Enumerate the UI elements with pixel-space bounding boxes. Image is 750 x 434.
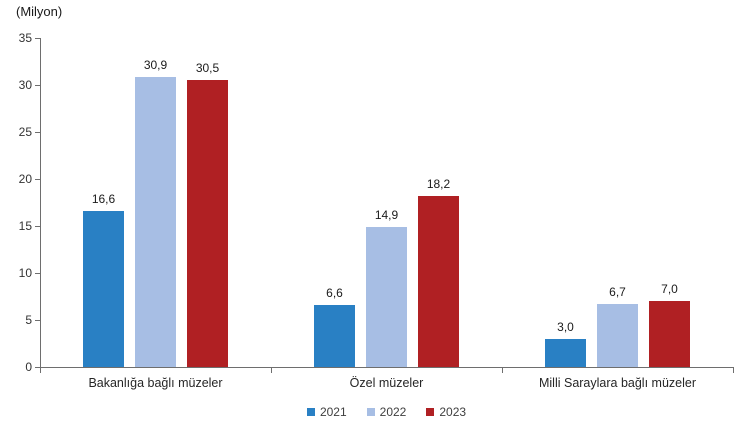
bar-2022-category-2 [366, 226, 407, 367]
bar-value-label: 14,9 [374, 207, 399, 222]
y-axis-tick-label: 10 [18, 266, 32, 280]
bar-2021-category-2 [314, 304, 355, 367]
y-axis-line [40, 38, 41, 368]
bar-value-label: 16,6 [91, 191, 116, 206]
category-label: Bakanlığa bağlı müzeler [88, 376, 223, 390]
bar-value-label: 30,9 [143, 57, 168, 72]
y-axis-tick-label: 25 [18, 125, 32, 139]
category-label: Özel müzeler [349, 376, 424, 390]
y-axis-tick-label: 5 [25, 313, 32, 327]
legend-item-2022: 2022 [366, 405, 407, 419]
y-axis-tick-label: 20 [18, 172, 32, 186]
bar-value-label: 3,0 [557, 319, 574, 334]
category-label: Milli Saraylara bağlı müzeler [538, 376, 696, 390]
legend-swatch-icon [426, 408, 435, 416]
legend-item-2023: 2023 [426, 405, 466, 419]
y-axis-tick-label: 35 [18, 31, 32, 45]
y-axis-tick-label: 0 [25, 360, 32, 374]
bar-2023-category-1 [187, 80, 228, 367]
bar-2023-category-3 [649, 301, 690, 367]
y-axis-tick [35, 226, 40, 227]
bar-2021-category-1 [83, 210, 124, 367]
y-axis-tick [35, 179, 40, 180]
x-axis-tick [733, 368, 734, 373]
bar-2023-category-2 [418, 195, 459, 367]
x-axis-tick [502, 368, 503, 373]
y-axis-tick [35, 132, 40, 133]
y-axis-tick-label: 30 [18, 78, 32, 92]
x-axis-tick [40, 368, 41, 373]
bar-value-label: 18,2 [426, 176, 451, 191]
legend-swatch-icon [306, 408, 315, 416]
legend-swatch-icon [366, 408, 375, 416]
legend-label: 2021 [319, 405, 347, 419]
y-axis-tick [35, 85, 40, 86]
bar-2022-category-1 [135, 76, 176, 367]
bar-2022-category-3 [597, 304, 638, 367]
bar-value-label: 7,0 [661, 282, 678, 297]
y-axis-tick [35, 38, 40, 39]
bar-value-label: 6,7 [609, 285, 626, 300]
y-axis-tick [35, 320, 40, 321]
bar-value-label: 30,5 [195, 61, 220, 76]
y-axis-tick-label: 15 [18, 219, 32, 233]
legend-label: 2023 [439, 405, 467, 419]
y-axis-tick [35, 273, 40, 274]
y-axis-tick [35, 367, 40, 368]
bar-value-label: 6,6 [326, 285, 343, 300]
x-axis-tick [271, 368, 272, 373]
chart-legend: 2021 2022 2023 [40, 403, 733, 421]
legend-label: 2022 [379, 405, 407, 419]
bar-2021-category-3 [545, 338, 586, 367]
y-axis-unit-label: (Milyon) [16, 4, 63, 19]
x-axis-line [40, 367, 734, 368]
legend-item-2021: 2021 [306, 405, 347, 419]
